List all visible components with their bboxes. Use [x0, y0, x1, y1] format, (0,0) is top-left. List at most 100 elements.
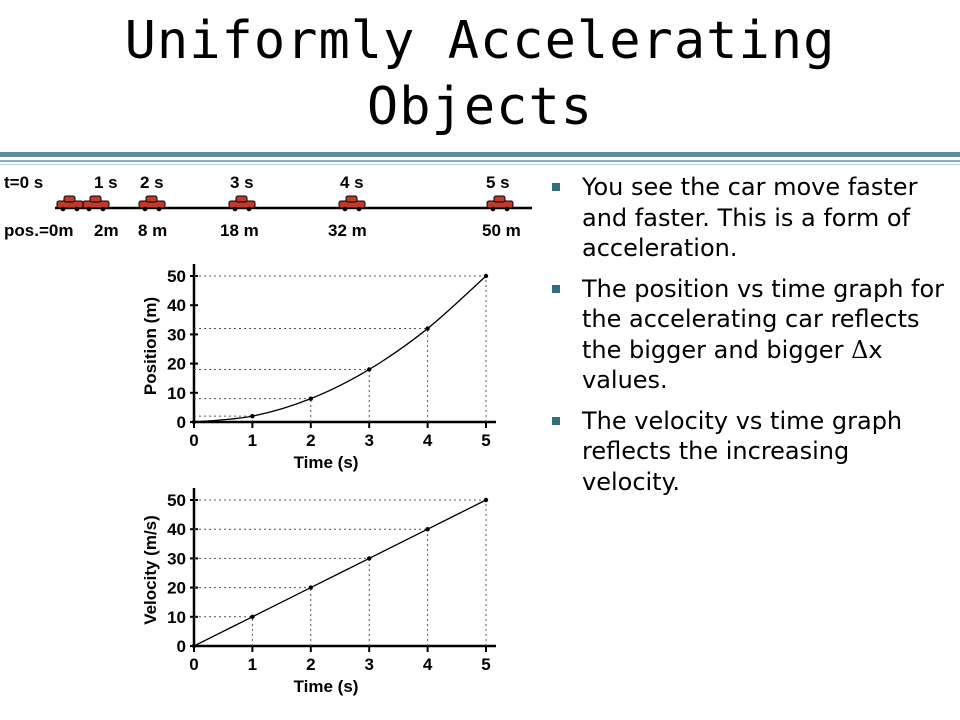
position-chart-series-line: [193, 275, 487, 423]
position-chart-data-point-5: [483, 273, 489, 279]
velocity-chart-xlabel: Time (s): [294, 677, 359, 696]
velocity-chart-data-point-2: [308, 585, 313, 590]
time-label-1: 1 s: [94, 173, 118, 192]
position-label-3: 18 m: [220, 221, 259, 240]
position-chart-y-tick-label-0: 0: [177, 413, 186, 432]
position-chart-y-tick-label-2: 20: [167, 355, 186, 374]
title-line-2: Objects: [366, 77, 594, 137]
square-bullet-icon: [552, 416, 560, 425]
position-chart-data-point-0: [191, 419, 197, 425]
delta-symbol: Δ: [851, 335, 869, 364]
velocity-chart-x-tick-label-1: 1: [248, 655, 257, 674]
car-2: [138, 195, 166, 212]
position-chart-data-point-1: [250, 413, 255, 419]
car-wheel: [356, 206, 362, 212]
bullet-text-1: You see the car move faster and faster. …: [582, 173, 918, 262]
position-chart-y-tick-label-1: 10: [167, 384, 186, 403]
velocity-chart-y-tick-label-4: 40: [167, 520, 186, 539]
position-chart-x-tick-label-4: 4: [423, 431, 433, 450]
position-label-1: 2m: [94, 221, 119, 240]
velocity-chart-x-tick-label-4: 4: [423, 655, 433, 674]
velocity-chart-data-point-5: [483, 497, 489, 503]
car-wheel: [490, 206, 496, 212]
position-chart-y-tick-label-3: 30: [167, 325, 186, 344]
velocity-chart-y-tick-label-1: 10: [167, 608, 186, 627]
time-label-3: 3 s: [230, 173, 254, 192]
car-wheel: [246, 206, 252, 212]
position-chart-data-point-2: [308, 396, 313, 401]
car-3: [228, 195, 256, 212]
velocity-chart-y-tick-label-5: 50: [167, 491, 186, 510]
position-chart-xlabel: Time (s): [294, 453, 359, 472]
car-wheel: [86, 206, 92, 212]
car-5: [486, 195, 514, 212]
header-rule-hairline: [0, 164, 960, 165]
velocity-chart-ylabel: Velocity (m/s): [141, 515, 160, 625]
time-label-4: 4 s: [340, 173, 364, 192]
bullet-item-3: The velocity vs time graph reflects the …: [548, 406, 948, 498]
car-roof: [145, 195, 158, 203]
position-label-2: 8 m: [138, 221, 167, 240]
car-0: [56, 195, 84, 212]
velocity-chart-data-point-1: [250, 614, 255, 619]
bullet-text-2-end: x values.: [582, 335, 883, 395]
velocity-chart-x-tick-label-0: 0: [189, 655, 198, 674]
position-chart-x-tick-label-2: 2: [306, 431, 315, 450]
car-4: [338, 195, 366, 212]
car-roof: [345, 195, 358, 203]
velocity-chart-series-line: [193, 499, 487, 647]
title-line-1: Uniformly Accelerating: [124, 11, 836, 71]
slide-title: Uniformly Accelerating Objects: [0, 8, 960, 140]
velocity-time-chart: Velocity (m/s) Time (s) 0 1 2 3 4 50102030405…: [141, 488, 496, 696]
car-markers: [56, 195, 514, 212]
time-label-5: 5 s: [486, 173, 510, 192]
car-wheel: [142, 206, 148, 212]
position-chart-y-tick-label-5: 50: [167, 267, 186, 286]
position-chart-x-tick-label-5: 5: [481, 431, 490, 450]
position-label-4: 32 m: [328, 221, 367, 240]
header-rule-thin: [0, 160, 960, 162]
header-rule: [0, 152, 960, 157]
position-chart-x-tick-label-0: 0: [189, 431, 198, 450]
position-chart-y-tick-label-4: 40: [167, 296, 186, 315]
car-wheel: [156, 206, 162, 212]
car-roof: [89, 195, 102, 203]
square-bullet-icon: [552, 284, 560, 293]
bullet-item-1: You see the car move faster and faster. …: [548, 172, 948, 264]
bullet-text-3: The velocity vs time graph reflects the …: [582, 406, 903, 496]
velocity-chart-data-point-3: [367, 556, 372, 561]
bullet-text-2-start: The position vs time graph for the accel…: [582, 274, 945, 364]
car-wheel: [342, 206, 348, 212]
position-chart-x-tick-label-3: 3: [364, 431, 373, 450]
position-chart-x-tick-label-1: 1: [248, 431, 257, 450]
velocity-chart-y-tick-label-3: 30: [167, 549, 186, 568]
time-label-2: 2 s: [140, 173, 164, 192]
velocity-chart-x-tick-label-5: 5: [481, 655, 490, 674]
velocity-chart-x-tick-label-2: 2: [306, 655, 315, 674]
strip-position-labels: pos.=0m 2m 8 m 18 m 32 m 50 m: [4, 221, 521, 240]
velocity-chart-y-tick-label-0: 0: [177, 637, 186, 656]
time-label-0: t=0 s: [4, 173, 43, 192]
position-label-5: 50 m: [482, 221, 521, 240]
bullet-item-2: The position vs time graph for the accel…: [548, 274, 948, 396]
position-chart-ylabel: Position (m): [141, 297, 160, 395]
car-1: [82, 195, 110, 212]
car-roof: [235, 195, 248, 203]
velocity-chart-data-point-4: [425, 527, 430, 532]
velocity-chart-data-point-0: [191, 643, 197, 649]
car-wheel: [60, 206, 66, 212]
car-roof: [63, 195, 76, 203]
strip-time-labels: t=0 s 1 s 2 s 3 s 4 s 5 s: [4, 173, 510, 192]
position-chart-data-point-3: [367, 367, 372, 372]
car-wheel: [232, 206, 238, 212]
position-label-0: pos.=0m: [4, 221, 73, 240]
car-wheel: [74, 206, 80, 212]
position-chart-data-point-4: [425, 326, 430, 331]
square-bullet-icon: [552, 183, 560, 191]
car-wheel: [504, 206, 510, 212]
velocity-chart-y-tick-label-2: 20: [167, 579, 186, 598]
velocity-chart-x-tick-label-3: 3: [364, 655, 373, 674]
car-wheel: [100, 206, 106, 212]
bullet-list: You see the car move faster and faster. …: [548, 172, 948, 507]
